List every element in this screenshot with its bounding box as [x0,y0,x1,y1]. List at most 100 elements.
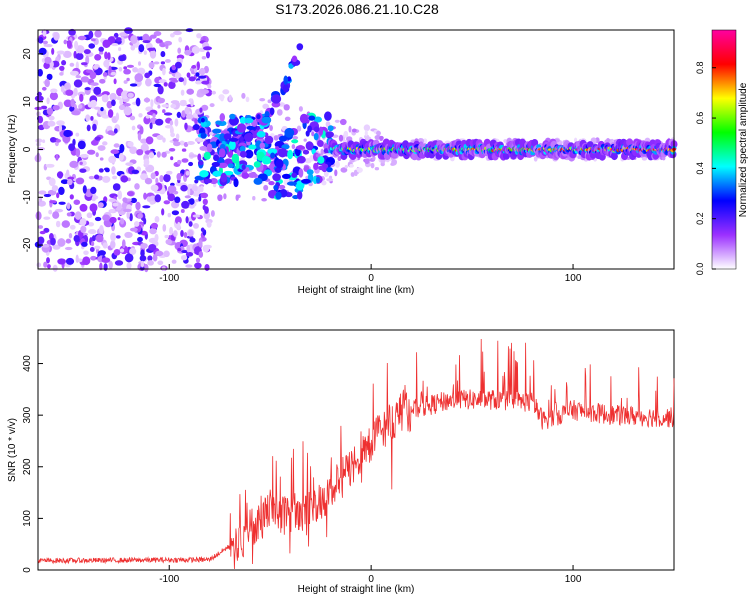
spectrogram-cell [153,83,162,88]
spectrogram-cell [248,144,257,150]
spectrogram-cell [52,264,58,272]
figure-title: S173.2026.086.21.10.C28 [275,1,439,17]
spectrogram-cell [90,255,97,261]
spectrogram-cell [138,44,145,53]
spectrogram-cell [298,168,304,178]
spectrogram-cell [43,193,52,198]
spectrogram-cell [119,98,124,106]
spectrogram-cell [110,240,116,249]
spectrogram-cell [195,198,200,203]
spectrogram-cell [199,145,208,151]
spectrogram-cell [202,204,207,211]
spectrogram-cell [69,224,76,230]
spectrogram-cell [142,40,151,44]
spectrogram-cell [115,112,120,121]
spectrogram-cell [200,227,205,233]
spectrogram-cell [241,92,246,99]
spectrogram-cell [311,131,315,137]
spectrogram-cell [61,220,71,228]
spectrogram-cell [110,232,117,242]
spectrogram-cell [87,222,95,227]
spectrogram-cell [79,93,84,102]
spectrogram-cell [291,139,299,144]
spectrogram-cell [97,202,104,209]
spectrogram-cell [113,143,120,148]
spectrogram-cell [364,158,370,165]
spectrogram-cell [121,239,126,249]
spectrogram-cell [94,245,101,250]
spectrogram-cell [85,114,91,122]
spectrogram-cell [207,84,212,89]
spectrogram-cell [223,193,227,200]
spectrogram-cell [209,178,218,185]
spectrogram-cell [75,177,85,185]
spectrogram-cell [169,182,175,187]
spectrogram-cell [91,197,96,202]
spectrogram-cell [139,255,147,262]
spectrogram-cell [339,118,347,126]
spectrogram-cell [344,165,348,169]
spectrogram-cell [391,158,398,166]
spectrogram-cell [65,89,74,96]
colorbar: 0.0 0.2 0.4 0.6 0.8 Normalized spectral ampl… [695,29,749,275]
spectrogram-cell [321,180,327,186]
spectrogram-cell [150,172,156,180]
spectrogram-cell [37,68,43,77]
spectrogram-cell [38,190,47,195]
spectrogram-cell [185,251,194,257]
spectrogram-cell [186,88,195,95]
spectrogram-cell [313,126,320,133]
spectrogram-cell [323,170,329,177]
spectrogram-cell [109,216,117,224]
colorbar-tick-label: 0.2 [695,212,705,225]
spectrogram-cell [57,258,66,265]
snr-series-line [37,338,675,570]
spectrogram-cell [129,213,133,222]
spectrogram-cell [82,232,89,237]
spectrogram-cell [626,138,634,147]
spectrogram-cell [184,49,192,56]
spectrogram-cell [37,225,44,229]
spectrogram-cell [142,205,151,209]
spectrogram-cell [48,115,55,121]
colorbar-ticks: 0.0 0.2 0.4 0.6 0.8 [695,61,716,275]
spectrogram-cell [113,128,118,134]
spectrogram-cell [89,203,98,213]
spectrogram-cell [218,148,226,158]
spectrogram-cell [170,156,174,161]
spectrogram-cell [162,67,166,76]
spectrogram-cell [127,177,131,182]
spectrogram-cell [133,221,140,227]
spectrogram-cell [229,137,239,142]
spectrogram-cell [94,106,101,110]
spectrogram-cell [218,162,228,169]
spectrogram-cell [313,133,319,141]
spectrogram-cell [236,123,247,133]
spectrogram-cell [244,117,254,124]
spectrogram-cell [73,87,78,97]
spectrogram-cell [97,145,106,151]
spectrogram-cell [69,160,79,169]
spectrogram-cell [79,154,89,158]
spectrogram-cell [75,132,80,137]
spectrogram-cell [126,77,130,82]
spectrogram-cell [263,184,269,191]
spectrogram-cell [181,148,187,152]
spectrogram-cell [191,185,198,192]
spectrogram-cell [337,156,342,162]
spectrogram-cell [163,173,171,183]
spectrogram-cell [188,221,193,227]
spectrogram-cell [82,185,87,194]
spectrogram-x-tick-label: 0 [368,273,374,284]
spectrogram-cell [57,238,66,247]
spectrogram-cell [150,99,154,108]
spectrogram-cell [200,89,210,95]
spectrogram-cell [95,152,99,158]
spectrogram-cell [379,135,384,140]
spectrogram-cell [577,155,581,160]
spectrogram-cell [188,161,194,167]
spectrogram-cell [48,209,53,215]
spectrogram-cell [282,84,289,93]
spectrogram-cell [173,141,181,147]
spectrogram-cell [102,214,111,222]
